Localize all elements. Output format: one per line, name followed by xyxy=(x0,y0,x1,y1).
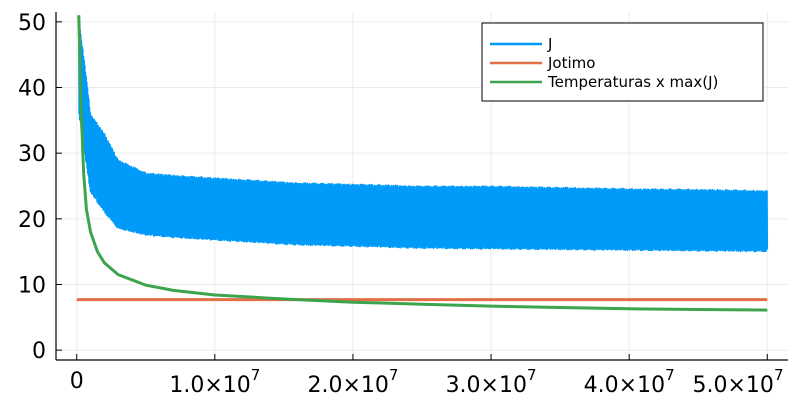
legend-label-temperaturas: Temperaturas x max(J) xyxy=(547,73,718,91)
y-tick-label: 30 xyxy=(18,142,46,167)
y-tick-label: 50 xyxy=(18,11,46,36)
x-tick-exponent: 7 xyxy=(665,366,675,384)
x-tick-exponent: 7 xyxy=(774,366,784,384)
y-tick-label: 20 xyxy=(18,208,46,233)
x-tick-exponent: 7 xyxy=(527,366,537,384)
legend-entry-jotimo: Jotimo xyxy=(490,54,595,72)
x-tick-label: 0 xyxy=(70,369,84,394)
legend-label-j: J xyxy=(547,35,552,53)
legend-entry-j: J xyxy=(490,35,552,53)
legend: J Jotimo Temperaturas x max(J) xyxy=(481,22,764,102)
x-tick-exponent: 7 xyxy=(389,366,399,384)
legend-label-jotimo: Jotimo xyxy=(547,54,595,72)
series-line-temperaturas xyxy=(77,15,768,312)
legend-box xyxy=(481,22,764,102)
y-tick-label: 0 xyxy=(32,339,46,364)
y-tick-label: 40 xyxy=(18,77,46,102)
series-line-j xyxy=(77,15,769,253)
legend-entry-temperaturas: Temperaturas x max(J) xyxy=(490,73,718,91)
y-tick-label: 10 xyxy=(18,273,46,298)
x-tick-exponent: 7 xyxy=(251,366,261,384)
series-layer xyxy=(76,15,769,312)
